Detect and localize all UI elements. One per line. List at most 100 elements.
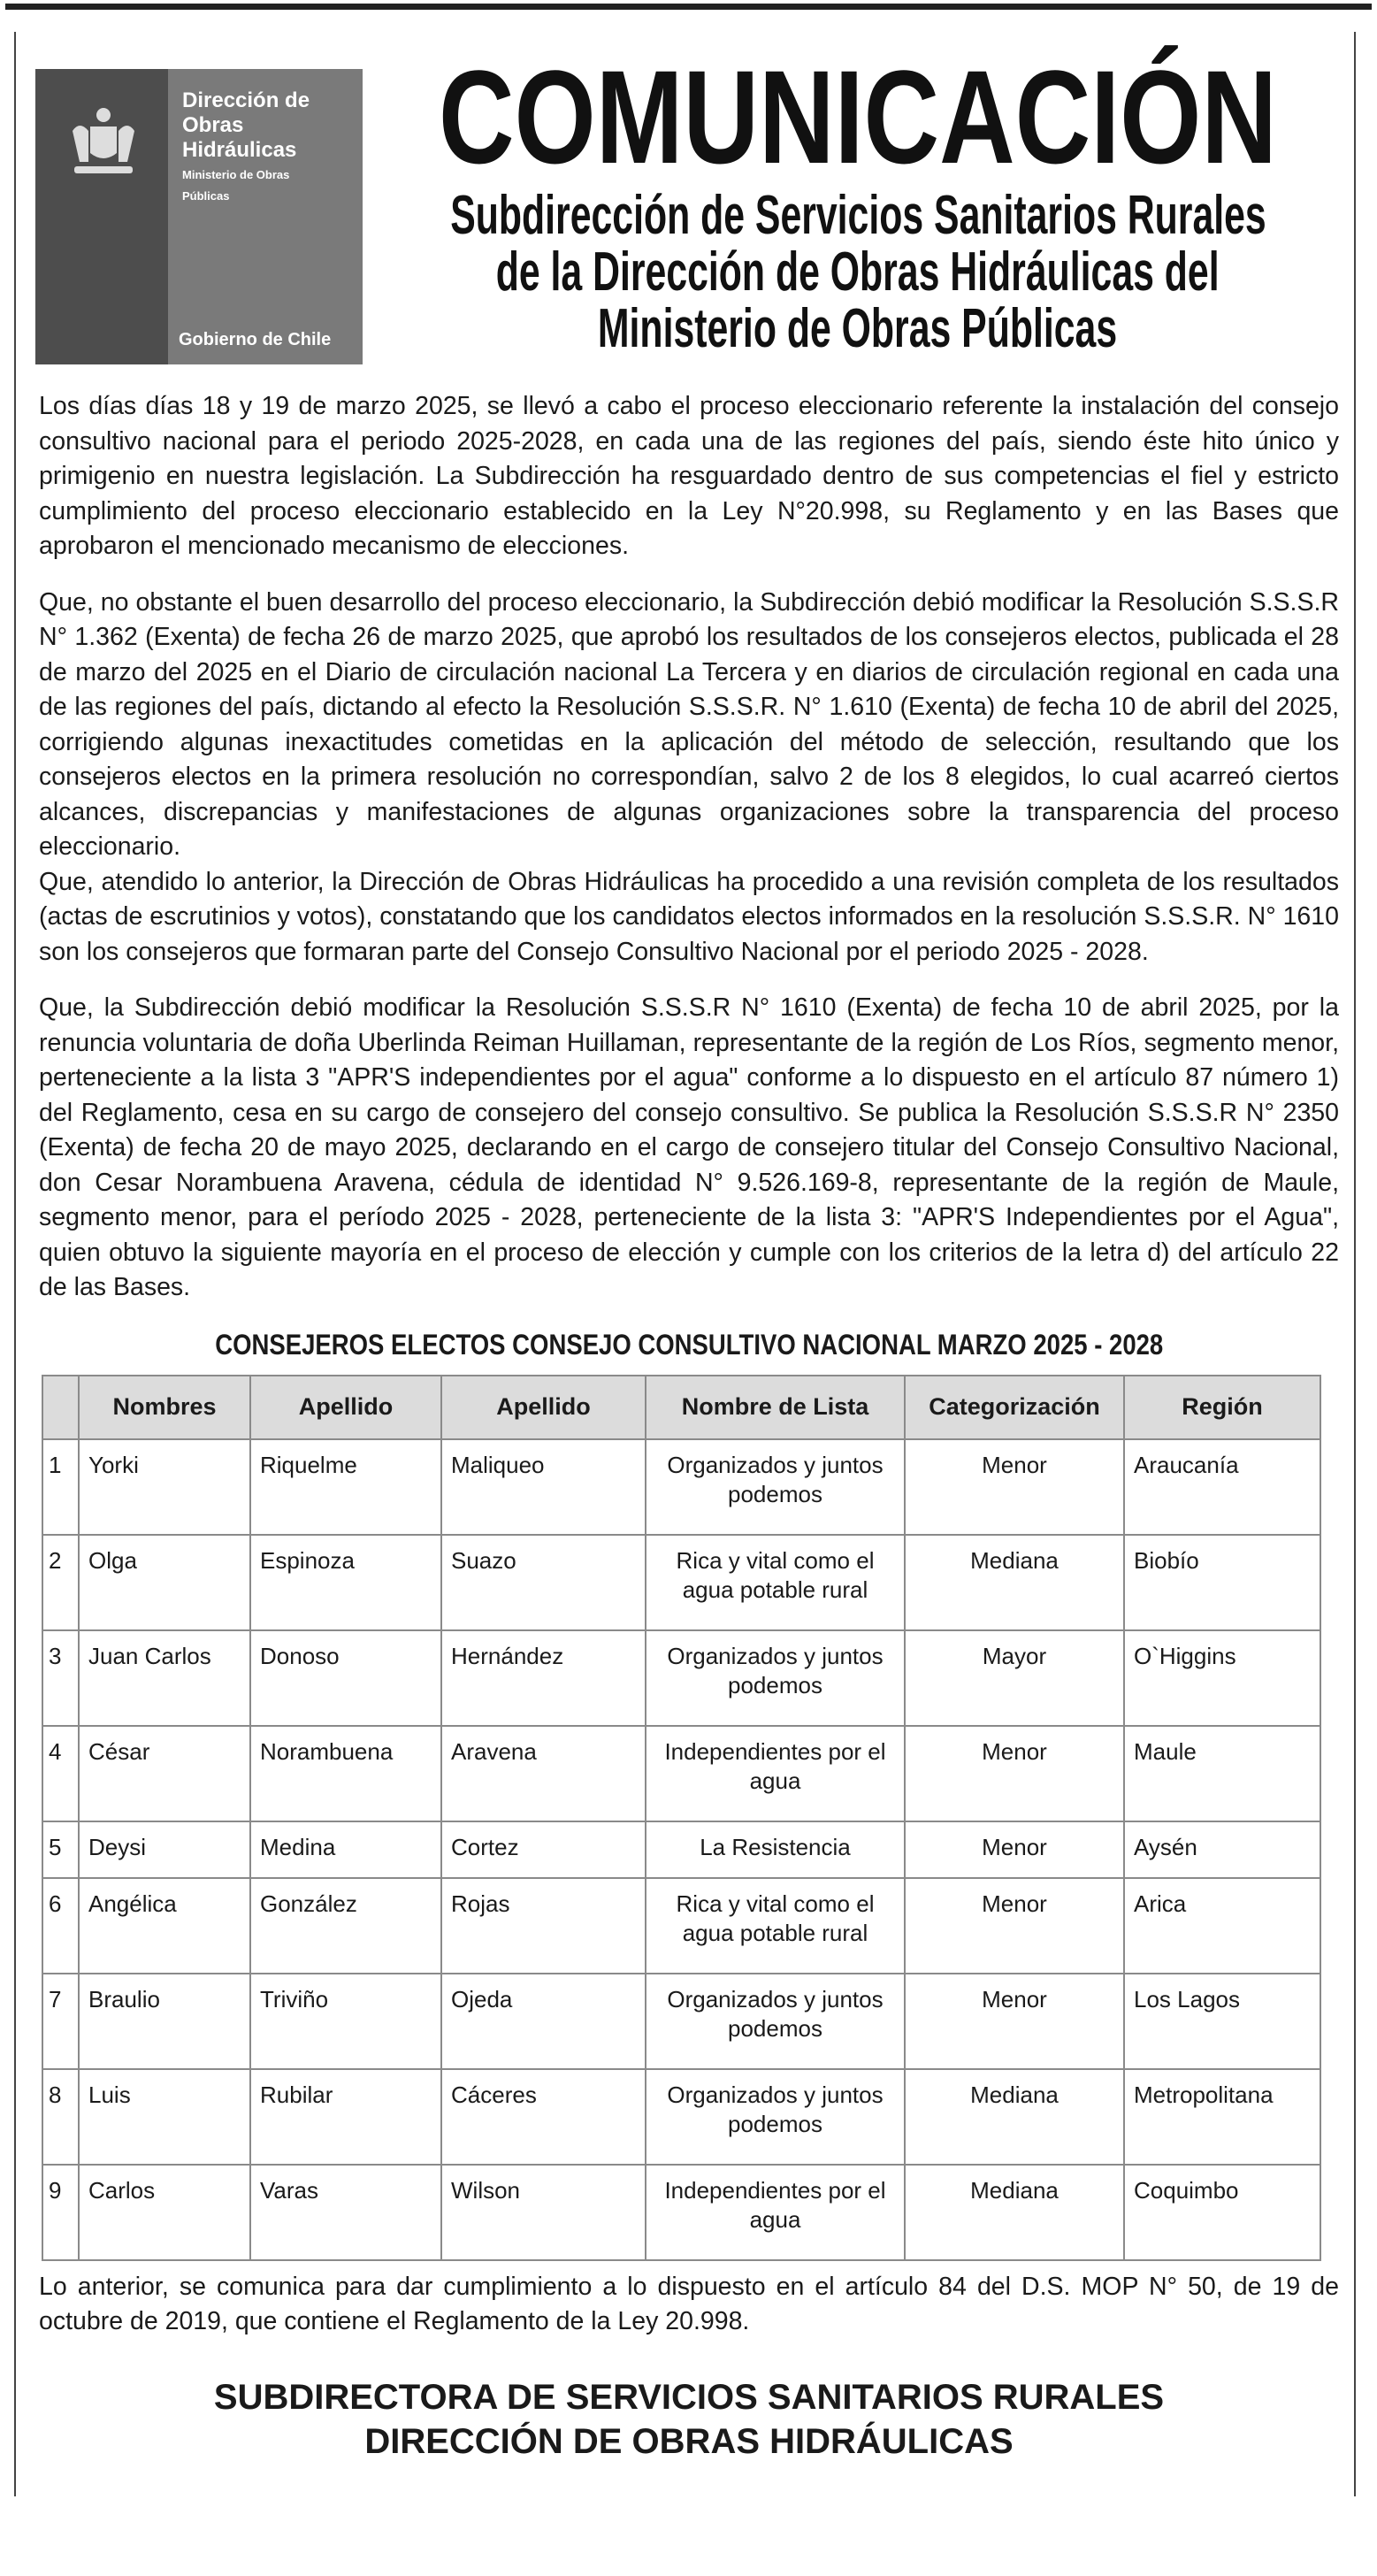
cell-category: Menor [904,1438,1125,1536]
column-header: Apellido [440,1374,646,1440]
cell-surname-1: Medina [249,1820,442,1879]
top-rule [5,4,1372,10]
row-number: 2 [42,1533,80,1631]
cell-surname-2: Hernández [440,1629,646,1727]
cell-name: Luis [78,2067,251,2166]
logo-ministry-1: Ministerio de Obras [182,168,290,181]
subtitle-line: de la Dirección de Obras Hidráulicas del [389,244,1327,301]
cell-surname-2: Suazo [440,1533,646,1631]
signature-line-1: SUBDIRECTORA DE SERVICIOS SANITARIOS RUR… [213,2377,1165,2417]
row-number: 5 [42,1820,80,1879]
paragraph: Que, la Subdirección debió modificar la … [39,993,1339,1301]
logo-line-3: Hidráulicas [182,138,297,162]
cell-category: Menor [904,1972,1125,2070]
cell-list: Organizados y juntos podemos [645,1972,906,2070]
cell-name: Olga [78,1533,251,1631]
paragraph: Que, atendido lo anterior, la Dirección … [39,867,1339,966]
cell-surname-1: Varas [249,2163,442,2261]
table-title: CONSEJEROS ELECTOS CONSEJO CONSULTIVO NA… [39,1327,1339,1362]
logo-line-1: Dirección de [182,88,310,112]
logo-text: Dirección de Obras Hidráulicas Ministeri… [168,69,363,364]
cell-list: Rica y vital como el agua potable rural [645,1876,906,1974]
cell-region: Araucanía [1123,1438,1321,1536]
column-header: Nombres [78,1374,251,1440]
cell-region: Biobío [1123,1533,1321,1631]
cell-surname-1: González [249,1876,442,1974]
subtitle-line: Subdirección de Servicios Sanitarios Rur… [389,188,1327,244]
cell-name: Braulio [78,1972,251,2070]
row-number: 1 [42,1438,80,1536]
subtitle-text: Ministerio de Obras Públicas [598,298,1118,359]
subtitle-line: Ministerio de Obras Públicas [389,301,1327,357]
cell-surname-2: Wilson [440,2163,646,2261]
cell-surname-2: Aravena [440,1724,646,1822]
notice-frame [14,32,1356,2496]
cell-region: Metropolitana [1123,2067,1321,2166]
row-number: 7 [42,1972,80,2070]
logo-government: Gobierno de Chile [179,330,332,349]
table-row: 9 Carlos Varas Wilson Independientes por el … [42,2163,1321,2261]
table-row: 3 Juan Carlos Donoso Hernández Organizados y… [42,1629,1321,1727]
cell-category: Menor [904,1876,1125,1974]
column-header: Categorización [904,1374,1125,1440]
cell-surname-2: Rojas [440,1876,646,1974]
body-text: Los días días 18 y 19 de marzo 2025, se … [39,389,1339,1306]
row-number: 4 [42,1724,80,1822]
cell-list: Organizados y juntos podemos [645,1438,906,1536]
table-row: 2 Olga Espinoza Suazo Rica y vital como el a… [42,1533,1321,1631]
cell-list: Organizados y juntos podemos [645,1629,906,1727]
logo-ministry-2: Públicas [182,189,230,203]
cell-category: Mediana [904,2163,1125,2261]
cell-region: Aysén [1123,1820,1321,1879]
notice-content: Los días días 18 y 19 de marzo 2025, se … [39,0,1339,2552]
paragraph: Los días días 18 y 19 de marzo 2025, se … [39,392,1339,560]
column-header: Nombre de Lista [645,1374,906,1440]
cell-name: Angélica [78,1876,251,1974]
cell-surname-1: Riquelme [249,1438,442,1536]
signature-line-2: DIRECCIÓN DE OBRAS HIDRÁULICAS [364,2421,1014,2461]
cell-region: O`Higgins [1123,1629,1321,1727]
cell-name: Carlos [78,2163,251,2261]
paragraph: Que, no obstante el buen desarrollo del … [39,587,1339,862]
cell-surname-2: Maliqueo [440,1438,646,1536]
column-header: Apellido [249,1374,442,1440]
signature: SUBDIRECTORA DE SERVICIOS SANITARIOS RUR… [39,2375,1339,2464]
cell-surname-1: Norambuena [249,1724,442,1822]
logo-dark-panel [35,69,168,364]
cell-name: Juan Carlos [78,1629,251,1727]
cell-surname-1: Triviño [249,1972,442,2070]
column-header: Región [1123,1374,1321,1440]
cell-category: Mediana [904,2067,1125,2166]
table-title-text: CONSEJEROS ELECTOS CONSEJO CONSULTIVO NA… [215,1328,1163,1361]
closing-paragraph: Lo anterior, se comunica para dar cumpli… [39,2272,1339,2336]
cell-list: Independientes por el agua [645,1724,906,1822]
logo-line-2: Obras [182,113,244,137]
councillors-table: Nombres Apellido Apellido Nombre de Lista Ca… [42,1374,1321,2261]
table-row: 8 Luis Rubilar Cáceres Organizados y juntos … [42,2067,1321,2166]
row-number: 9 [42,2163,80,2261]
cell-list: Organizados y juntos podemos [645,2067,906,2166]
table-row: 7 Braulio Triviño Ojeda Organizados y juntos… [42,1972,1321,2070]
title-text: COMUNICACIÓN [439,42,1277,191]
subtitle-text: de la Dirección de Obras Hidráulicas del [496,242,1220,303]
cell-surname-2: Ojeda [440,1972,646,2070]
table-row: 5 Deysi Medina Cortez La Resistencia Menor Ays… [42,1820,1321,1879]
table-row: 6 Angélica González Rojas Rica y vital como … [42,1876,1321,1974]
table-header-row: Nombres Apellido Apellido Nombre de Lista Ca… [42,1374,1321,1440]
cell-surname-1: Espinoza [249,1533,442,1631]
cell-region: Coquimbo [1123,2163,1321,2261]
cell-surname-2: Cáceres [440,2067,646,2166]
cell-category: Menor [904,1724,1125,1822]
cell-list: La Resistencia [645,1820,906,1879]
cell-category: Mayor [904,1629,1125,1727]
table-row: 4 César Norambuena Aravena Independientes po… [42,1724,1321,1822]
cell-name: Yorki [78,1438,251,1536]
cell-surname-1: Donoso [249,1629,442,1727]
page-title: COMUNICACIÓN [389,42,1327,191]
column-header [42,1374,80,1440]
cell-category: Menor [904,1820,1125,1879]
cell-region: Maule [1123,1724,1321,1822]
cell-region: Los Lagos [1123,1972,1321,2070]
row-number: 8 [42,2067,80,2166]
cell-name: Deysi [78,1820,251,1879]
